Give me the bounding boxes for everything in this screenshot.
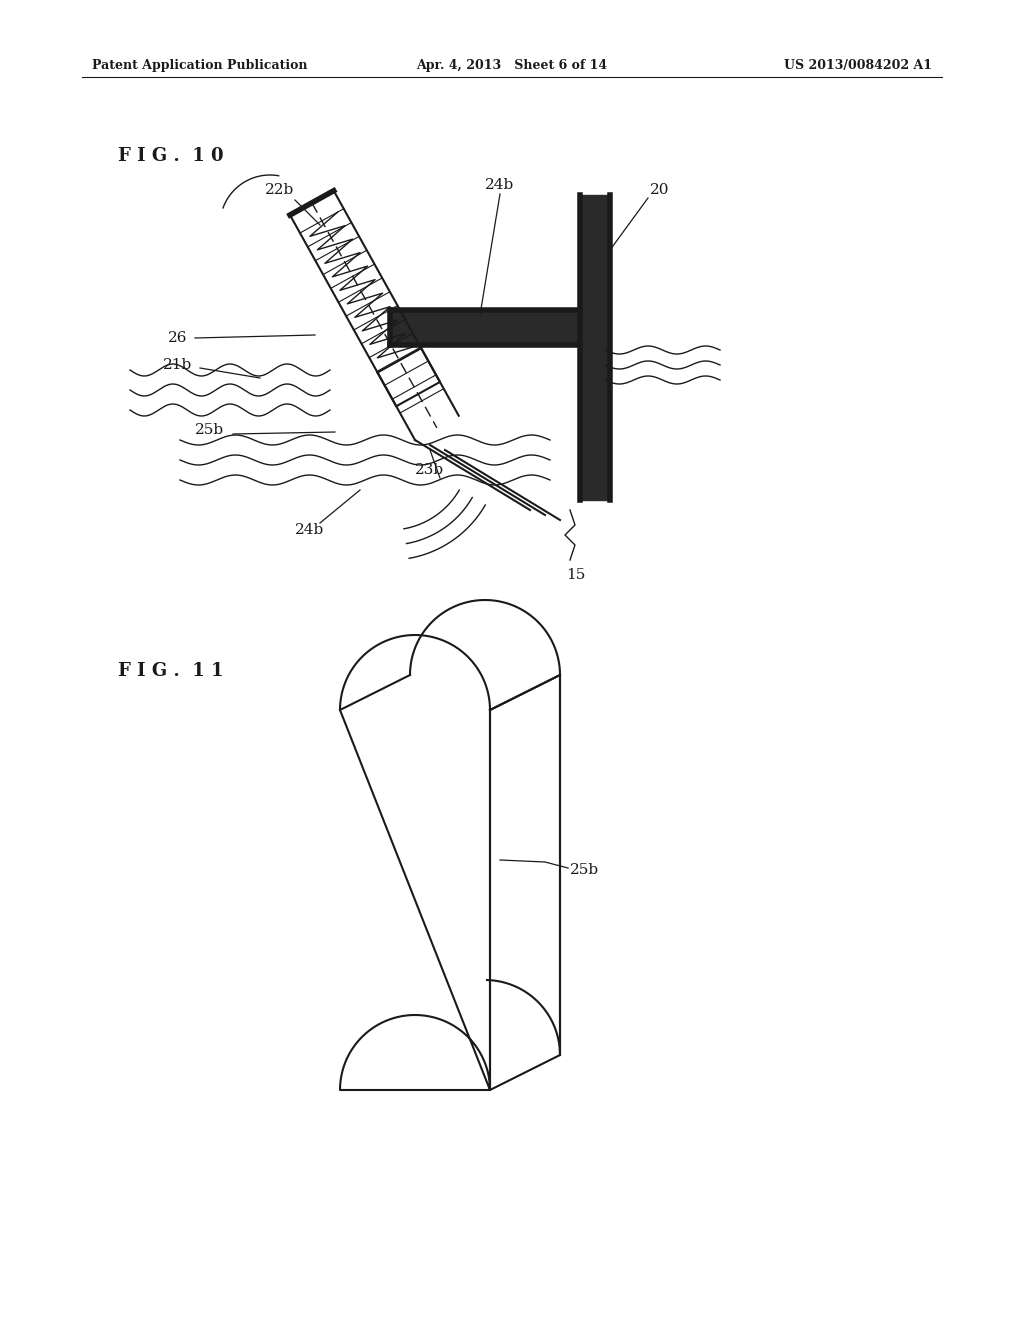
Text: Apr. 4, 2013   Sheet 6 of 14: Apr. 4, 2013 Sheet 6 of 14 <box>417 59 607 73</box>
Text: 24b: 24b <box>295 523 325 537</box>
Text: 24b: 24b <box>485 178 515 191</box>
Text: F I G .  1 1: F I G . 1 1 <box>118 661 223 680</box>
Text: F I G .  1 0: F I G . 1 0 <box>118 147 223 165</box>
Text: 26: 26 <box>168 331 187 345</box>
Text: Patent Application Publication: Patent Application Publication <box>92 59 307 73</box>
Text: 25b: 25b <box>570 863 599 876</box>
Text: 20: 20 <box>650 183 670 197</box>
Text: 21b: 21b <box>164 358 193 372</box>
Text: US 2013/0084202 A1: US 2013/0084202 A1 <box>783 59 932 73</box>
Text: 15: 15 <box>566 568 586 582</box>
Text: 22b: 22b <box>265 183 295 197</box>
Text: 25b: 25b <box>196 422 224 437</box>
Text: 23b: 23b <box>416 463 444 477</box>
